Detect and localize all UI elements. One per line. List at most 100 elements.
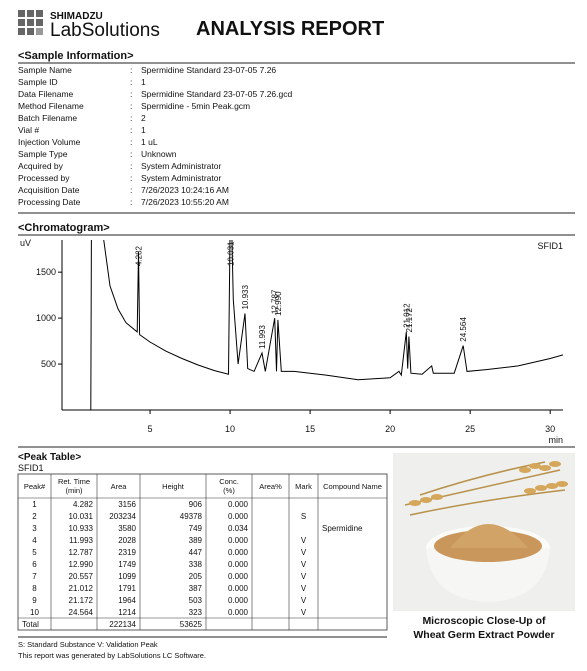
- table-cell: 3580: [118, 524, 136, 533]
- field-colon: :: [130, 77, 132, 87]
- field-colon: :: [130, 197, 132, 207]
- field-label: Acquisition Date: [18, 185, 80, 195]
- table-cell: 20.557: [69, 572, 94, 581]
- table-cell: 0.000: [228, 572, 249, 581]
- column-header: Area: [111, 482, 128, 491]
- field-label: Processing Date: [18, 197, 81, 207]
- table-cell: 12.787: [69, 548, 94, 557]
- table-cell: 0.000: [228, 560, 249, 569]
- field-colon: :: [130, 113, 132, 123]
- table-cell: 1964: [118, 596, 136, 605]
- field-value: 1: [141, 125, 146, 135]
- image-caption: Wheat Germ Extract Powder: [413, 629, 554, 641]
- table-cell: 6: [32, 560, 37, 569]
- table-cell: 53625: [180, 620, 203, 629]
- table-cell: 1099: [118, 572, 136, 581]
- field-label: Acquired by: [18, 161, 64, 171]
- field-colon: :: [130, 149, 132, 159]
- x-unit: min: [548, 435, 563, 445]
- x-tick-label: 15: [305, 424, 315, 434]
- table-cell: 447: [189, 548, 203, 557]
- field-colon: :: [130, 65, 132, 75]
- table-cell: 24.564: [69, 608, 94, 617]
- product-photo: [393, 453, 575, 611]
- report-title: ANALYSIS REPORT: [196, 18, 384, 40]
- field-value: Unknown: [141, 149, 177, 159]
- table-cell: 0.000: [228, 548, 249, 557]
- field-label: Sample Name: [18, 65, 72, 75]
- field-label: Data Filename: [18, 89, 74, 99]
- peak-label: 10.933: [241, 284, 250, 309]
- table-cell: Total: [22, 620, 39, 629]
- column-header: Compound Name: [323, 482, 382, 491]
- table-cell: 0.000: [228, 584, 249, 593]
- table-cell: 4.282: [73, 500, 94, 509]
- field-value: 7/26/2023 10:55:20 AM: [141, 197, 229, 207]
- table-cell: 338: [189, 560, 203, 569]
- table-cell: 0.000: [228, 500, 249, 509]
- column-header: Ret. Time (min): [58, 477, 90, 495]
- section-heading: <Chromatogram>: [18, 222, 110, 234]
- column-header: Peak#: [24, 482, 46, 491]
- table-cell: 0.000: [228, 536, 249, 545]
- table-cell: 2: [32, 512, 37, 521]
- logo-icon: [18, 10, 43, 35]
- column-header: Area%: [259, 482, 282, 491]
- brand: LabSolutions: [50, 20, 160, 41]
- table-cell: 10.031: [69, 512, 94, 521]
- table-cell: 21.172: [69, 596, 94, 605]
- table-cell: 1: [32, 500, 37, 509]
- table-cell: V: [301, 596, 307, 605]
- table-cell: 906: [189, 500, 203, 509]
- y-unit: uV: [20, 238, 31, 248]
- field-value: Spermidine - 5min Peak.gcm: [141, 101, 250, 111]
- brand-top: SHIMADZU: [50, 11, 103, 22]
- section-heading: <Peak Table>: [18, 452, 81, 463]
- field-colon: :: [130, 137, 132, 147]
- y-tick-label: 500: [41, 359, 56, 369]
- table-cell: 4: [32, 536, 37, 545]
- table-cell: 0.000: [228, 596, 249, 605]
- field-colon: :: [130, 161, 132, 171]
- table-cell: 222134: [109, 620, 136, 629]
- table-cell: 3156: [118, 500, 136, 509]
- table-cell: Spermidine: [322, 524, 363, 533]
- table-border: [17, 473, 388, 631]
- peak-label: 12.787: [271, 289, 280, 314]
- image-caption: Microscopic Close-Up of: [422, 615, 546, 627]
- table-cell: S: [301, 512, 306, 521]
- field-label: Processed by: [18, 173, 70, 183]
- y-tick-label: 1000: [36, 313, 56, 323]
- section-heading: <Sample Information>: [18, 50, 134, 62]
- peak-label: 24.564: [459, 317, 468, 342]
- peak-label: 21.172: [405, 307, 414, 332]
- field-label: Method Filename: [18, 101, 84, 111]
- table-cell: 0.000: [228, 608, 249, 617]
- x-tick-label: 20: [385, 424, 395, 434]
- peak-table: Peak# Ret. Time (min) Area Height Conc. (%) Are…: [17, 473, 388, 631]
- field-label: Batch Filename: [18, 113, 77, 123]
- table-cell: 1791: [118, 584, 136, 593]
- field-value: System Administrator: [141, 173, 221, 183]
- table-cell: 3: [32, 524, 37, 533]
- field-colon: :: [130, 89, 132, 99]
- table-cell: 2319: [118, 548, 136, 557]
- table-cell: 389: [189, 536, 203, 545]
- field-value: 1 uL: [141, 137, 158, 147]
- column-header: Height: [162, 482, 185, 491]
- table-cell: 10: [30, 608, 39, 617]
- field-value: Spermidine Standard 23-07-05 7.26.gcd: [141, 89, 292, 99]
- x-tick-label: 5: [148, 424, 153, 434]
- footer-note: S: Standard Substance V: Validation Peak: [18, 640, 158, 649]
- table-cell: 1749: [118, 560, 136, 569]
- field-value: 2: [141, 113, 146, 123]
- table-cell: 21.012: [69, 584, 94, 593]
- footer-note: This report was generated by LabSolution…: [18, 651, 206, 660]
- x-tick-label: 10: [225, 424, 235, 434]
- peak-label: 10.031: [227, 241, 236, 266]
- table-cell: V: [301, 548, 307, 557]
- table-cell: V: [301, 608, 307, 617]
- field-label: Sample Type: [18, 149, 68, 159]
- table-cell: 11.993: [69, 536, 93, 545]
